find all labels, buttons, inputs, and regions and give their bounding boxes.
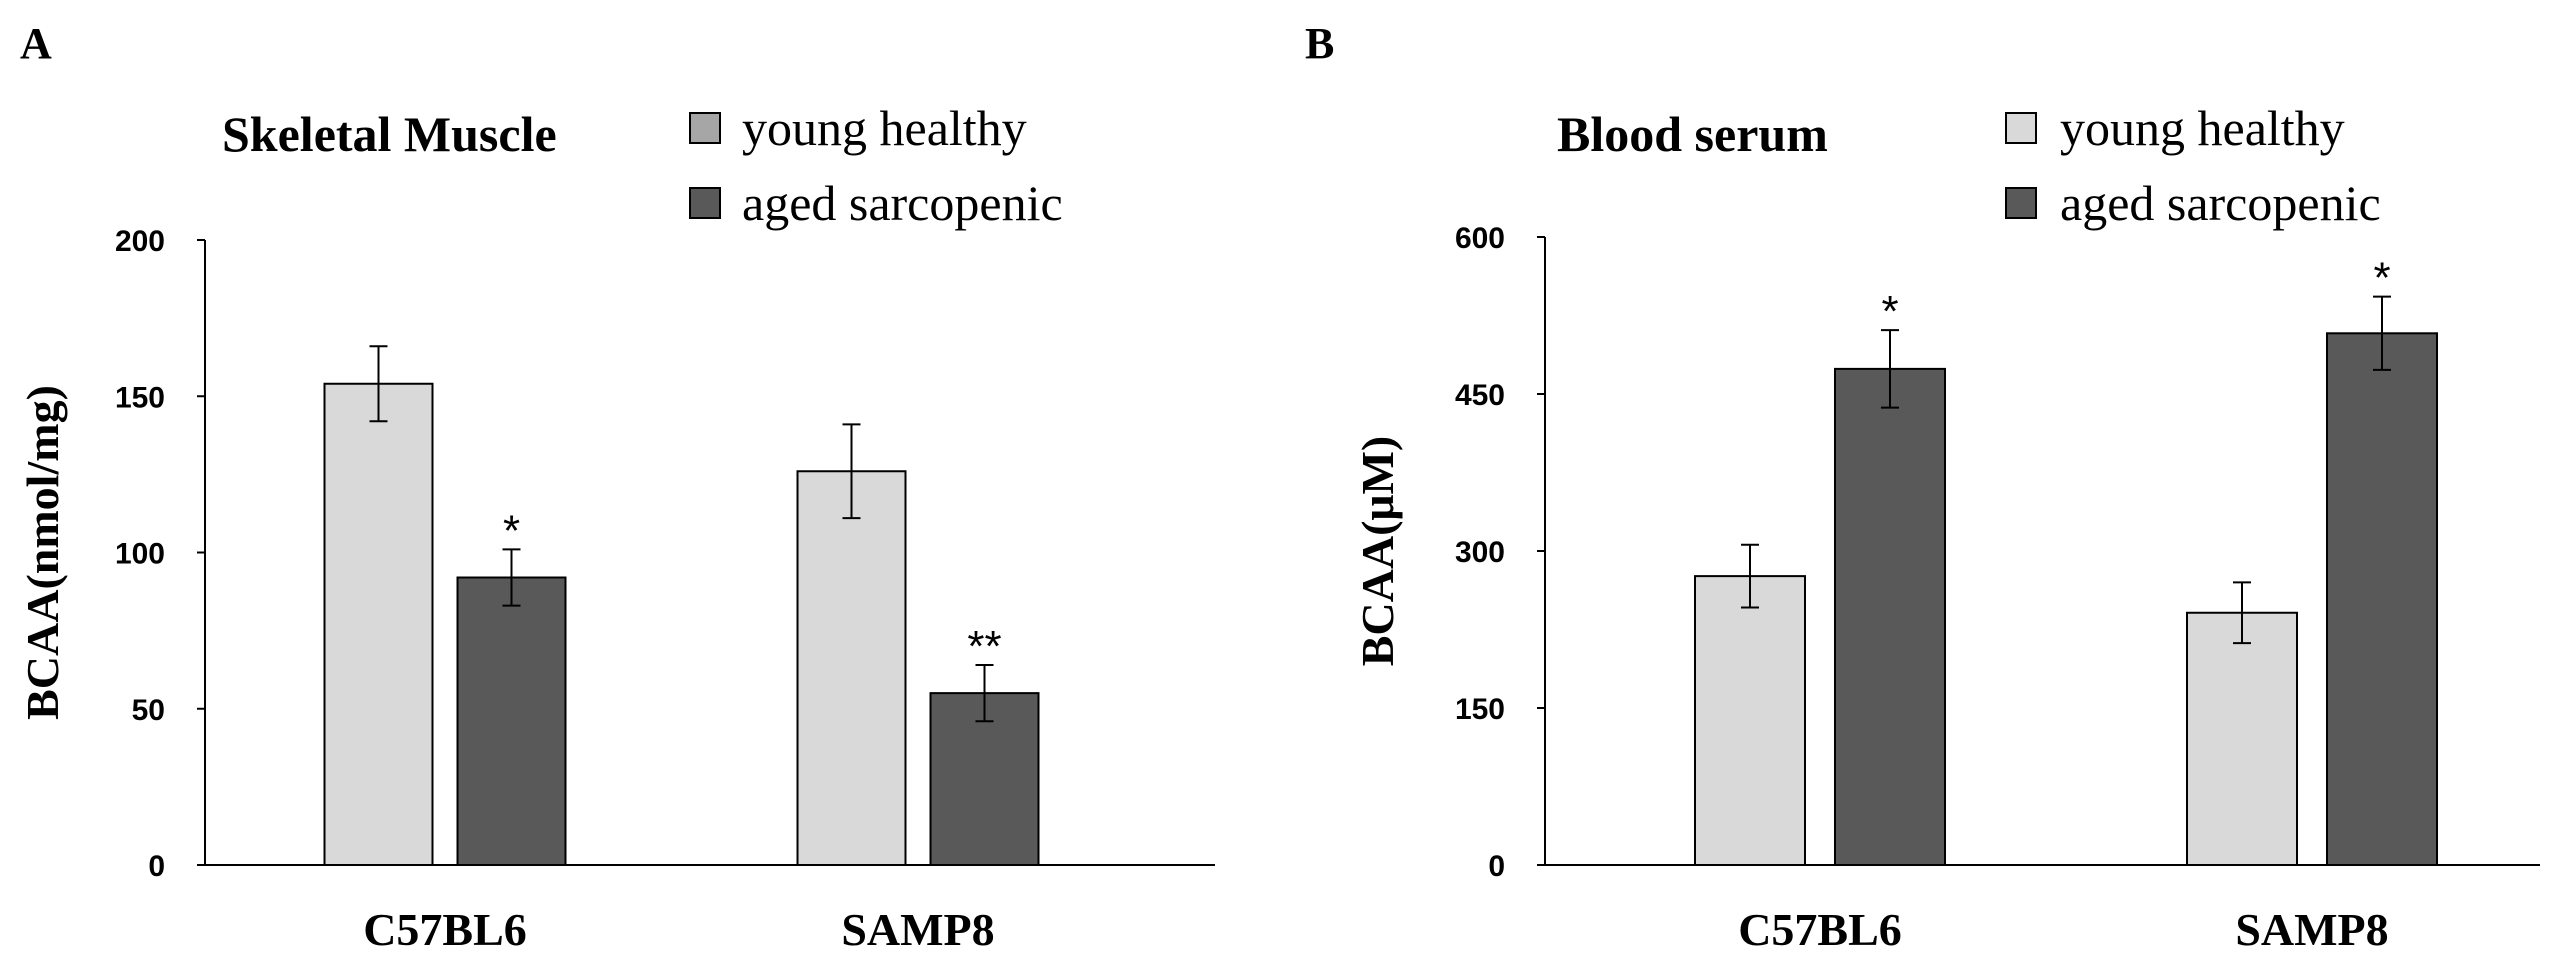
legend-label-aged-sarcopenic: aged sarcopenic — [742, 175, 1063, 231]
panel-b: B Blood serum young healthy aged sarcope… — [1305, 19, 2540, 955]
x-category-label-c57bl6: C57BL6 — [1738, 904, 1902, 955]
y-tick-label: 600 — [1455, 222, 1505, 255]
bar-young-healthy-c57bl6 — [323, 382, 434, 866]
significance-marker: ** — [967, 622, 1001, 671]
bar-young-healthy-samp8 — [2186, 611, 2298, 867]
y-tick-label: 450 — [1455, 379, 1505, 412]
legend-label-young-healthy: young healthy — [2060, 100, 2345, 156]
significance-marker: * — [1881, 287, 1898, 336]
panel-a: A Skeletal Muscle young healthy aged sar… — [17, 19, 1215, 955]
legend-label-aged-sarcopenic: aged sarcopenic — [2060, 175, 2381, 231]
x-category-label-samp8: SAMP8 — [841, 904, 994, 955]
y-axis-label: BCAA(μM) — [1352, 436, 1403, 666]
y-tick-label: 200 — [115, 225, 165, 258]
chart-title-blood-serum: Blood serum — [1557, 106, 1828, 162]
y-tick-label: 150 — [115, 381, 165, 414]
panel-letter-a: A — [20, 19, 52, 68]
panel-letter-b: B — [1305, 19, 1334, 68]
y-tick-label: 0 — [148, 850, 165, 883]
bar-aged-sarcopenic-c57bl6 — [1834, 367, 1946, 866]
legend-swatch-aged-sarcopenic — [689, 187, 721, 219]
legend-swatch-young-healthy — [689, 112, 721, 144]
y-tick-label: 150 — [1455, 693, 1505, 726]
bar-young-healthy-c57bl6 — [1694, 575, 1806, 866]
y-tick-label: 300 — [1455, 536, 1505, 569]
significance-marker: * — [2373, 254, 2390, 303]
plot-area-b: 0 150 300 450 600 BCAA(μM) C57BL6 * SAMP8 * — [1352, 222, 2540, 955]
plot-area-a: 0 50 100 150 200 BCAA(nmol/mg) C57BL6 * SAMP8 ** — [17, 225, 1215, 955]
x-category-label-c57bl6: C57BL6 — [363, 904, 527, 955]
bar-young-healthy-samp8 — [796, 470, 907, 866]
y-axis-label: BCAA(nmol/mg) — [17, 385, 68, 720]
y-tick-label: 50 — [132, 694, 165, 727]
significance-marker: * — [503, 506, 520, 555]
x-category-label-samp8: SAMP8 — [2235, 904, 2388, 955]
legend-b: young healthy aged sarcopenic — [2005, 100, 2381, 231]
legend-swatch-aged-sarcopenic — [2005, 187, 2037, 219]
legend-a: young healthy aged sarcopenic — [689, 100, 1063, 231]
legend-label-young-healthy: young healthy — [742, 100, 1027, 156]
bar-aged-sarcopenic-samp8 — [2326, 332, 2438, 866]
y-tick-label: 0 — [1488, 850, 1505, 883]
chart-title-skeletal-muscle: Skeletal Muscle — [222, 106, 557, 162]
legend-swatch-young-healthy — [2005, 112, 2037, 144]
y-tick-label: 100 — [115, 538, 165, 571]
bar-aged-sarcopenic-c57bl6 — [456, 576, 567, 866]
bar-aged-sarcopenic-samp8 — [929, 692, 1040, 866]
